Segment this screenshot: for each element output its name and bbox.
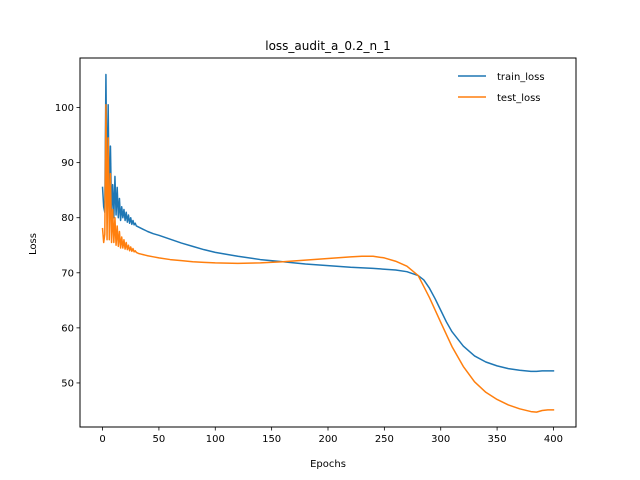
legend-label-test-loss: test_loss	[497, 93, 541, 104]
series-layer	[101, 73, 555, 413]
series-line-test-loss	[101, 104, 555, 413]
y-tick-label: 90	[61, 158, 74, 169]
y-tick-label: 80	[61, 213, 74, 224]
x-tick-label: 350	[488, 434, 507, 445]
x-tick-label: 50	[153, 434, 166, 445]
series-line-train-loss	[101, 73, 555, 373]
y-tick-label: 50	[61, 378, 74, 389]
x-tick-label: 200	[318, 434, 337, 445]
y-axis-label: Loss	[28, 233, 39, 255]
y-tick-label: 60	[61, 323, 74, 334]
x-tick-label: 100	[206, 434, 225, 445]
legend: train_loss test_loss	[458, 72, 545, 104]
x-tick-label: 400	[544, 434, 563, 445]
chart-title: loss_audit_a_0.2_n_1	[265, 39, 390, 53]
x-axis: 0 50 100 150 200 250 300 350 400	[99, 427, 563, 445]
x-tick-label: 300	[431, 434, 450, 445]
y-tick-label: 100	[55, 103, 74, 114]
y-tick-label: 70	[61, 268, 74, 279]
y-axis: 50 60 70 80 90 100	[55, 103, 80, 389]
x-tick-label: 0	[99, 434, 105, 445]
x-axis-label: Epochs	[310, 459, 346, 470]
legend-label-train-loss: train_loss	[497, 72, 545, 83]
x-tick-label: 250	[375, 434, 394, 445]
x-tick-label: 150	[262, 434, 281, 445]
